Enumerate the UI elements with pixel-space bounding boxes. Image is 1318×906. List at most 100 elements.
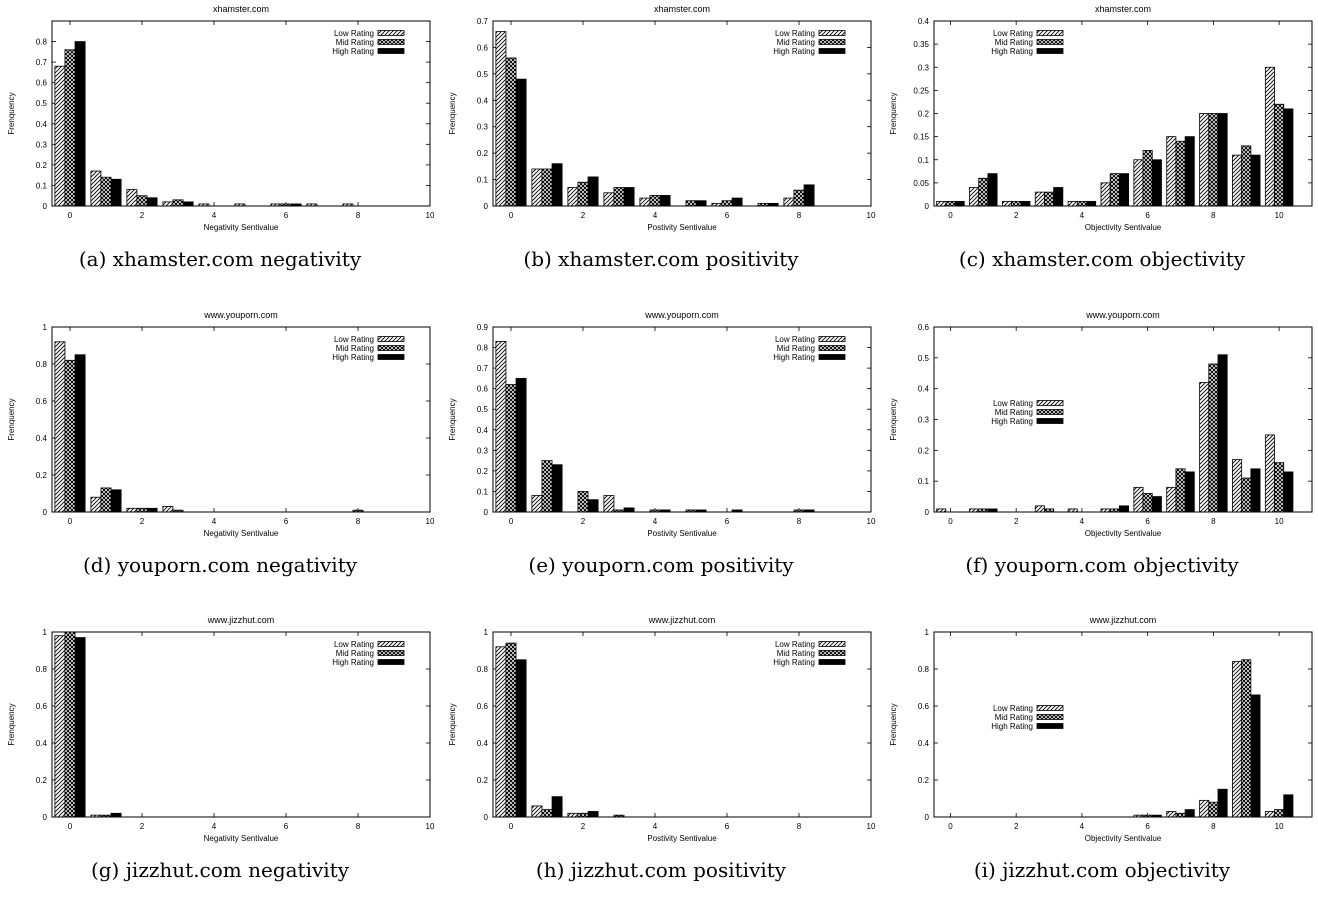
y-tick-label: 0.3 [477,446,489,455]
legend-swatch [818,336,846,342]
x-tick-label: 2 [140,211,145,220]
bar [1208,801,1219,818]
bar [1100,182,1111,207]
y-tick-label: 0 [484,202,489,211]
bar [1175,140,1186,207]
legend-label: High Rating [332,658,374,667]
bar [659,195,671,207]
bar [1133,486,1144,513]
bar [587,499,599,513]
x-tick-label: 6 [725,211,730,220]
y-tick-label: 0.5 [36,99,48,108]
bar [1011,200,1022,207]
bar [1199,113,1210,207]
legend-swatch [377,354,405,360]
legend-swatch [818,650,846,656]
legend-label: High Rating [991,722,1033,731]
bar [531,495,543,513]
subfigure-caption: (d) youporn.com negativity [82,553,358,577]
bar [1241,659,1252,818]
y-tick-label: 0.6 [36,702,48,711]
legend-swatch [377,30,405,36]
chart-title: xhamster.com [213,4,269,14]
legend-swatch [818,641,846,647]
x-tick-label: 6 [284,517,289,526]
x-tick-label: 6 [725,822,730,831]
chart-svg: www.youporn.com 0 0.1 0.2 0.3 0.4 0.5 0.6 0.7 0.8… [448,310,876,538]
x-tick-label: 4 [653,517,658,526]
legend-label: Mid Rating [336,344,374,353]
bar [1166,136,1177,207]
chart-panel: xhamster.com 0 0.1 0.2 0.3 0.4 0.5 0.6 0.7 0 2 4 6 8 1… [441,0,881,295]
bar [1020,200,1031,207]
legend-label: High Rating [773,47,815,56]
legend-label: Mid Rating [777,38,815,47]
bar [495,646,507,818]
y-tick-label: 0.7 [36,58,48,67]
bar [1274,462,1285,513]
x-tick-label: 2 [1014,517,1019,526]
y-tick-label: 0.6 [918,702,930,711]
bar [531,168,543,207]
legend-swatch [818,39,846,45]
x-tick-label: 8 [356,517,361,526]
y-tick-label: 0.1 [36,181,48,190]
y-tick-label: 0 [925,813,930,822]
bar [1241,477,1252,513]
bar [110,178,122,207]
y-tick-label: 0 [43,202,48,211]
x-tick-label: 6 [1145,211,1150,220]
y-tick-label: 0 [925,508,930,517]
bar [613,187,625,207]
bar [1053,187,1064,207]
x-tick-label: 4 [1080,517,1085,526]
y-tick-label: 0.6 [477,43,489,52]
y-tick-label: 0.3 [36,140,48,149]
bar [567,812,579,818]
legend-label: Mid Rating [336,38,374,47]
y-axis-label: Frenquency [889,92,898,134]
bar [1250,694,1261,818]
y-tick-label: 0.6 [918,323,930,332]
bar [126,189,138,207]
y-tick-label: 0.9 [477,323,489,332]
bar [1034,191,1045,207]
bar [1118,505,1129,513]
y-tick-label: 0.4 [36,739,48,748]
bar [1283,471,1294,513]
legend-label: Low Rating [334,335,374,344]
bar [603,495,615,513]
x-tick-label: 0 [948,211,953,220]
chart-title: www.jizzhut.com [1089,615,1157,625]
bar [1250,154,1261,207]
y-tick-label: 0 [43,813,48,822]
bar [54,635,66,818]
bar [1217,788,1228,818]
bar [1166,811,1177,818]
y-tick-label: 0.4 [477,96,489,105]
bar [577,812,589,818]
bar [1118,173,1129,207]
legend-swatch [1036,723,1064,729]
bar [505,384,517,513]
plot-frame [51,326,431,513]
x-tick-label: 10 [1275,822,1284,831]
y-axis-label: Frenquency [7,92,16,134]
bar [639,197,651,207]
y-tick-label: 0.8 [477,665,489,674]
legend-swatch [1036,39,1064,45]
y-axis-label: Frenquency [889,398,898,440]
bar [146,197,158,207]
bar [74,637,86,818]
y-tick-label: 0.4 [477,426,489,435]
plot-frame [492,20,872,207]
bar [1283,108,1294,207]
x-tick-label: 0 [68,517,73,526]
x-axis-label: Objectivity Sentivalue [1085,834,1162,843]
y-tick-label: 0.25 [913,86,929,95]
y-axis-label: Frenquency [7,398,16,440]
chart-panel: www.jizzhut.com 0 0.2 0.4 0.6 0.8 1 0 2 4 6 8 10 Post… [441,611,881,906]
bar [172,199,184,207]
legend-label: High Rating [773,658,815,667]
